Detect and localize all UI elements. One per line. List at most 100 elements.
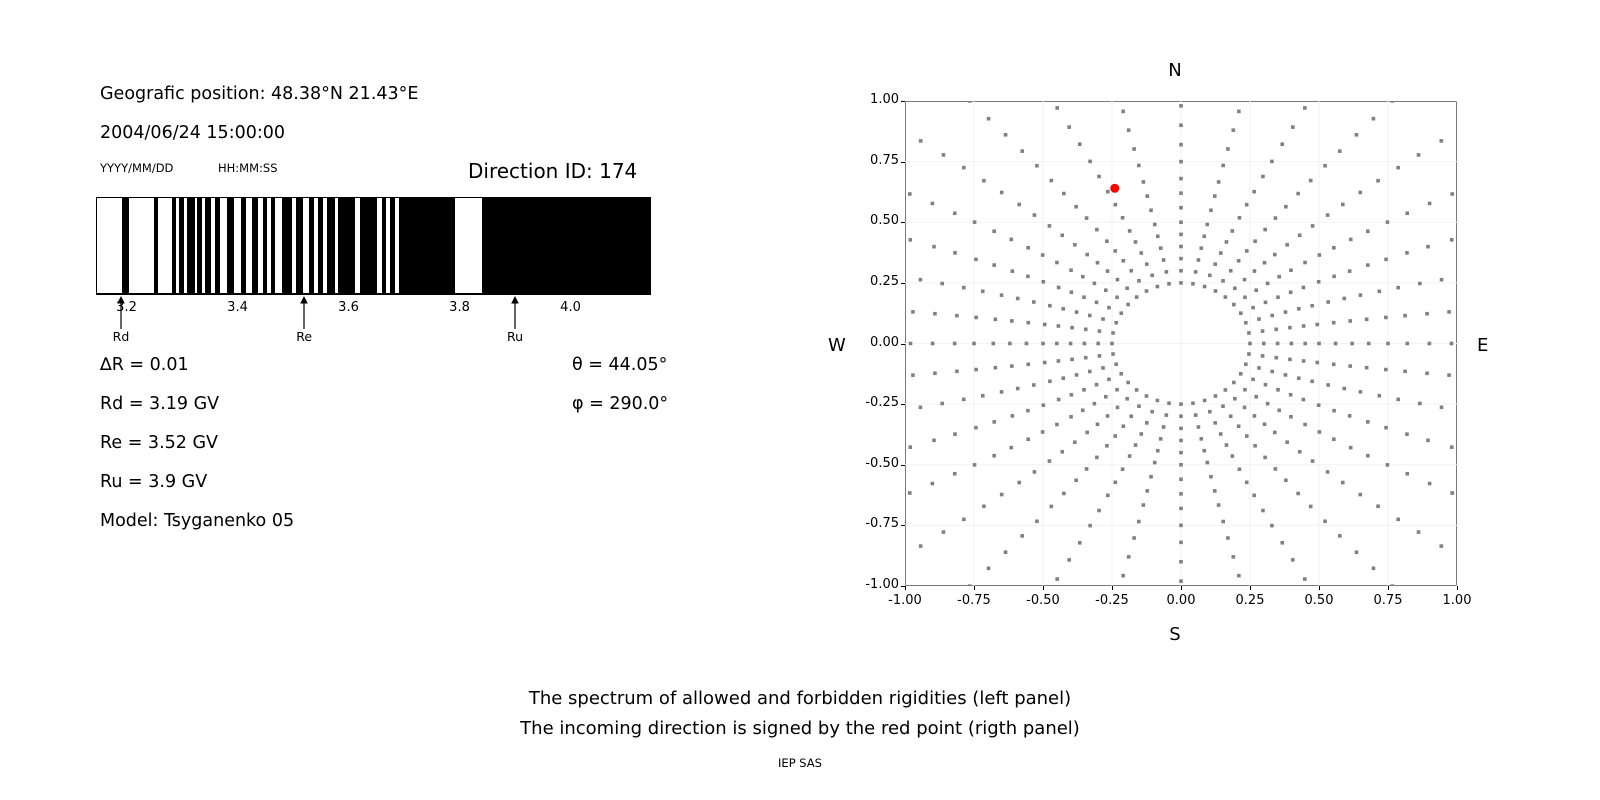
- direction-point: [1390, 584, 1395, 586]
- direction-point: [1365, 263, 1370, 267]
- direction-point: [1247, 331, 1251, 335]
- direction-point: [1067, 558, 1071, 562]
- polar-x-tick-label: -1.00: [888, 593, 922, 608]
- direction-point: [1263, 455, 1267, 460]
- direction-point: [1316, 403, 1321, 408]
- direction-point: [1113, 249, 1118, 253]
- direction-point: [1405, 251, 1409, 255]
- direction-point: [1377, 289, 1382, 294]
- direction-point: [1332, 245, 1336, 250]
- direction-point: [1288, 392, 1293, 397]
- direction-point: [1017, 202, 1021, 207]
- direction-point: [1244, 249, 1249, 253]
- direction-point: [1095, 260, 1100, 265]
- forbidden-band: [226, 198, 234, 293]
- direction-point: [1447, 373, 1451, 377]
- direction-point: [1141, 503, 1146, 507]
- direction-point: [1301, 359, 1306, 363]
- direction-point: [1416, 530, 1421, 534]
- direction-point: [1223, 295, 1228, 299]
- direction-point: [1062, 491, 1066, 496]
- direction-point: [1069, 392, 1074, 397]
- direction-point: [1310, 459, 1315, 463]
- direction-point: [1426, 438, 1430, 443]
- direction-point: [1088, 159, 1092, 164]
- datetime-label: 2004/06/24 15:00:00: [100, 123, 286, 143]
- direction-point: [1252, 493, 1256, 498]
- polar-x-tick-label: -0.50: [1026, 593, 1060, 608]
- direction-point: [1095, 227, 1099, 232]
- direction-point: [1439, 544, 1444, 548]
- direction-point: [1199, 437, 1204, 441]
- direction-point: [1010, 414, 1015, 418]
- direction-point: [1213, 421, 1218, 425]
- direction-point: [1326, 383, 1330, 387]
- direction-point: [1426, 244, 1430, 249]
- direction-point: [1338, 534, 1342, 538]
- direction-point: [1155, 398, 1160, 403]
- direction-point: [952, 341, 957, 346]
- direction-point: [1179, 426, 1183, 431]
- direction-point: [1251, 377, 1255, 382]
- direction-point: [974, 315, 978, 320]
- direction-point: [933, 311, 937, 316]
- polar-y-tick-mark: [901, 525, 905, 527]
- direction-point: [1179, 256, 1183, 261]
- polar-y-tick-label: 0.75: [870, 152, 899, 168]
- direction-point: [1228, 414, 1233, 419]
- direction-point: [1179, 104, 1183, 108]
- direction-point: [1055, 577, 1059, 581]
- direction-point: [1041, 341, 1045, 346]
- direction-point: [1358, 190, 1363, 195]
- direction-point: [1035, 519, 1039, 524]
- direction-point: [1223, 388, 1228, 392]
- direction-point: [1125, 286, 1129, 291]
- direction-point: [1284, 478, 1288, 483]
- direction-point: [1026, 245, 1030, 250]
- direction-point: [992, 420, 997, 424]
- direction-point: [972, 463, 977, 467]
- direction-point: [1338, 149, 1342, 153]
- direction-point: [1032, 383, 1036, 387]
- polar-y-tick-mark: [901, 101, 905, 102]
- direction-point: [1308, 178, 1313, 183]
- direction-point: [1121, 424, 1126, 429]
- direction-point: [1236, 424, 1241, 429]
- forbidden-band: [251, 198, 258, 293]
- direction-point: [1047, 224, 1052, 228]
- direction-point: [1237, 467, 1242, 472]
- direction-point: [1010, 319, 1014, 323]
- direction-point: [1331, 320, 1336, 325]
- direction-point: [907, 491, 912, 495]
- direction-point: [930, 341, 935, 346]
- direction-point: [933, 371, 937, 376]
- direction-point: [1254, 288, 1259, 293]
- direction-point: [1450, 491, 1455, 495]
- direction-point: [1105, 269, 1110, 273]
- direction-point: [1179, 205, 1183, 210]
- direction-point: [1121, 573, 1125, 578]
- direction-point: [1323, 163, 1327, 168]
- direction-point: [1384, 257, 1388, 262]
- direction-point: [1263, 300, 1268, 305]
- direction-point: [1125, 396, 1129, 401]
- direction-point: [1273, 252, 1277, 257]
- direction-point: [1289, 414, 1293, 419]
- polar-y-tick-mark: [901, 343, 905, 345]
- direction-point: [1243, 295, 1247, 300]
- direction-point: [980, 393, 985, 398]
- direction-point: [1366, 229, 1370, 234]
- rigidity-spectrum-barcode: [96, 197, 651, 294]
- polar-x-tick-mark: [1181, 586, 1182, 590]
- rigidity-spectrum-panel: [96, 197, 651, 294]
- direction-point: [1120, 215, 1125, 220]
- direction-point: [1317, 253, 1322, 257]
- direction-point: [1323, 519, 1327, 524]
- direction-point: [1150, 409, 1154, 414]
- direction-point: [907, 192, 912, 196]
- direction-point: [1026, 274, 1030, 279]
- direction-point: [1193, 270, 1198, 274]
- forbidden-band: [399, 198, 455, 293]
- direction-point: [967, 584, 972, 586]
- polar-y-tick-label: -1.00: [865, 577, 899, 592]
